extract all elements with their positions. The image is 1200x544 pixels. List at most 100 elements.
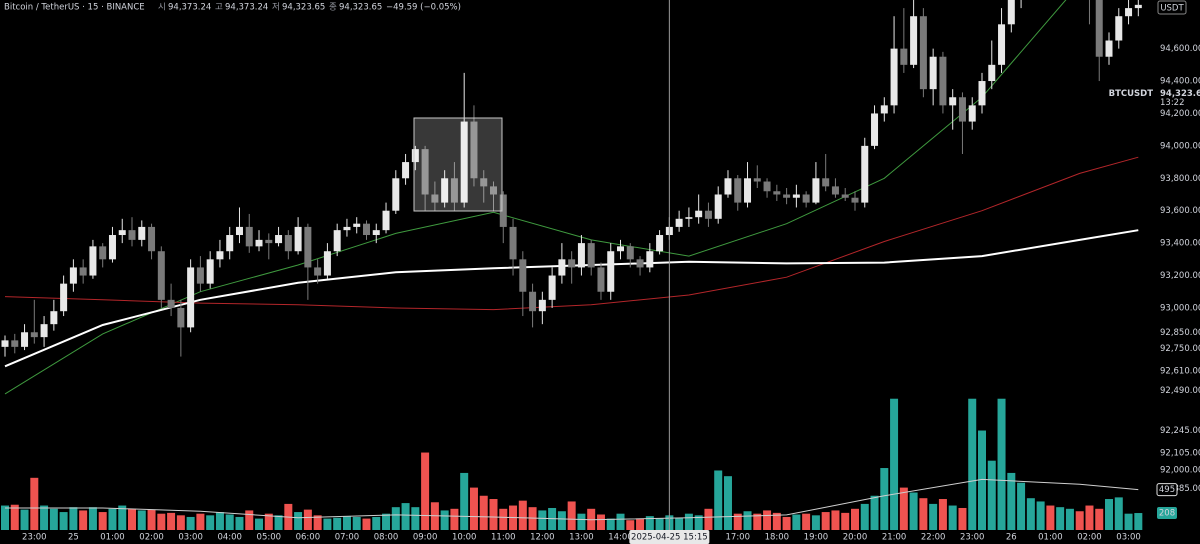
y-tick-label: 94,200.00 (1160, 109, 1200, 119)
header: Bitcoin / TetherUS · 15 · BINANCE 시 94,37… (4, 3, 461, 13)
candle-body (304, 226, 312, 268)
volume-bar (655, 518, 664, 530)
candle-body (509, 226, 517, 260)
candle-body (812, 178, 820, 203)
volume-bar (460, 472, 469, 530)
volume-tag: 208 (1159, 509, 1175, 519)
volume-bar (841, 512, 850, 530)
y-tick-label: 93,000.00 (1160, 303, 1200, 313)
candle-body (792, 194, 800, 198)
candle-body (226, 235, 234, 252)
volume-bar (1056, 507, 1065, 530)
candle-body (695, 210, 703, 218)
candle-body (441, 178, 449, 203)
volume-bar (79, 510, 88, 530)
volume-bar (450, 508, 459, 530)
candle-body (734, 178, 742, 203)
candle-body (1095, 0, 1103, 57)
crosshair-label: 2025-04-25 15:15 (631, 533, 708, 543)
candle-body (773, 191, 781, 195)
volume-bar (1114, 497, 1123, 530)
ohlc-value: 94,373.24 (225, 3, 268, 13)
candle-body (470, 121, 478, 179)
candle-body (196, 267, 204, 284)
y-tick-label: 92,610.00 (1160, 367, 1200, 377)
y-tick-label: 93,200.00 (1160, 271, 1200, 281)
x-tick-label: 21:00 (882, 533, 907, 543)
candle-body (831, 186, 839, 195)
candle-body (294, 226, 302, 252)
y-tick-label: 94,000.00 (1160, 141, 1200, 151)
volume-bar (362, 518, 371, 530)
x-tick-label: 18:00 (765, 533, 790, 543)
volume-bar (176, 515, 185, 530)
volume-bar (303, 509, 312, 530)
volume-tag-box (1157, 507, 1177, 520)
volume-bar (1105, 499, 1114, 530)
volume-bar (59, 512, 68, 530)
volume-bar (1124, 513, 1133, 530)
currency: USDT (1160, 4, 1184, 14)
candle-body (538, 299, 546, 312)
volume-bar (440, 510, 449, 530)
volume-bar (274, 515, 283, 530)
candle-body (128, 230, 136, 240)
volume-bar (235, 516, 244, 530)
volume-bar (1036, 501, 1045, 530)
volume-bar (704, 508, 713, 530)
x-tick-label: 02:00 (1077, 533, 1102, 543)
volume-bar (255, 518, 264, 530)
x-tick-label: 05:00 (257, 533, 282, 543)
last-price: 94,323.65 (1160, 89, 1200, 99)
candle-body (157, 251, 165, 300)
volume-bar (323, 518, 332, 530)
y-tick-label: 93,800.00 (1160, 174, 1200, 184)
volume-bar (167, 512, 176, 530)
candle-body (958, 97, 966, 122)
volume-bar (577, 513, 586, 530)
volume-bar (870, 495, 879, 530)
volume-bar (626, 520, 635, 530)
volume-bar (1017, 482, 1026, 530)
volume-bar (987, 460, 996, 530)
candle-body (89, 246, 97, 276)
y-tick-label: 92,490.00 (1160, 386, 1200, 396)
x-tick-label: 26 (1006, 533, 1017, 543)
volume-bar (938, 499, 947, 530)
candle-body (949, 97, 957, 106)
volume-bar (421, 452, 430, 530)
candle-body (323, 251, 331, 276)
volume-bar (675, 517, 684, 530)
volume-bar (1065, 508, 1074, 530)
volume-bar (811, 515, 820, 530)
candle-body (167, 299, 175, 308)
y-tick-label: 94,400.00 (1160, 77, 1200, 87)
volume-bar (333, 517, 342, 530)
candle-body (871, 113, 879, 146)
x-tick-label: 17:00 (726, 533, 751, 543)
volume-bar (831, 510, 840, 530)
volume-bar (382, 513, 391, 530)
currency-box[interactable] (1157, 0, 1187, 15)
symbol-title: Bitcoin / TetherUS · 15 · BINANCE (4, 3, 145, 13)
candle-body (177, 307, 185, 328)
volume-bar (782, 516, 791, 530)
volume-bar (196, 513, 205, 530)
candle-body (910, 16, 918, 65)
y-tick-label: 91,885.00 (1160, 484, 1200, 494)
volume-bar (264, 513, 273, 530)
candle-body (245, 226, 253, 247)
volume-bar (1085, 505, 1094, 530)
volume-bar (968, 398, 977, 530)
volume-bar (372, 516, 381, 530)
ohlc-label: 시 (158, 3, 166, 13)
candle-body (577, 243, 585, 268)
volume-bar (40, 505, 49, 530)
x-tick-label: 10:00 (452, 533, 477, 543)
volume-bar (636, 518, 645, 530)
candle-body (411, 149, 419, 163)
candle-body (558, 259, 566, 276)
candle-body (714, 194, 722, 219)
volume-bar (10, 504, 19, 530)
